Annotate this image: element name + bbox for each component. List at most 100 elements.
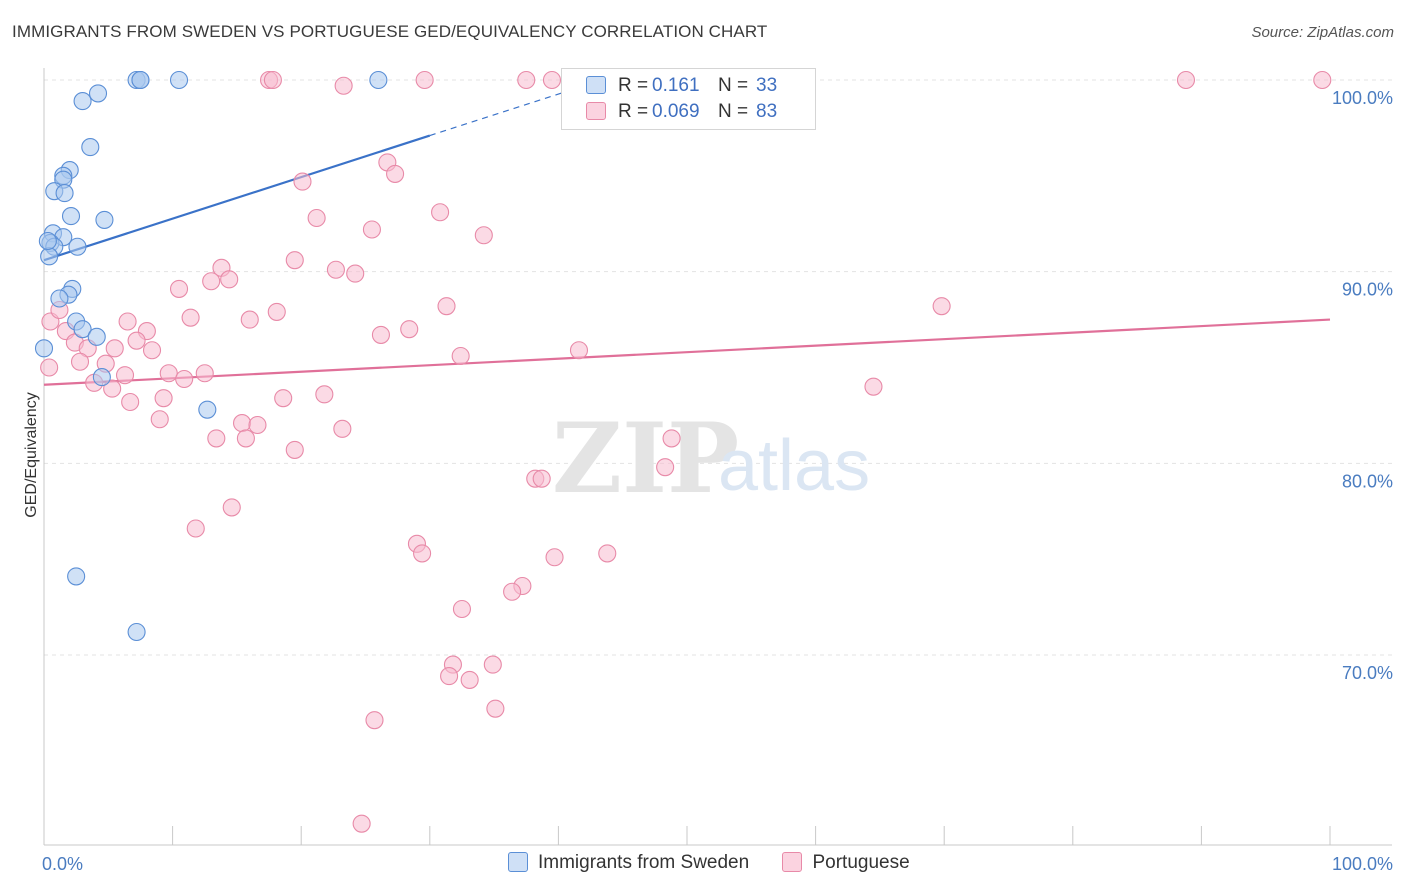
point-portuguese xyxy=(326,260,345,279)
point-portuguese xyxy=(118,312,137,331)
legend-row-sweden: R = 0.161 N = 33 xyxy=(586,75,777,101)
axes xyxy=(43,68,1392,846)
y-tick-label: 90.0% xyxy=(1342,280,1393,300)
chart-source: Source: ZipAtlas.com xyxy=(1251,24,1394,41)
point-portuguese xyxy=(115,366,135,385)
trend-line-portuguese xyxy=(43,318,1331,386)
point-sweden xyxy=(50,289,69,308)
point-sweden xyxy=(92,368,111,387)
correlation-legend: R = 0.161 N = 33 R = 0.069 N = 83 xyxy=(561,68,816,130)
point-portuguese xyxy=(70,352,90,371)
watermark: ZIP atlas xyxy=(552,402,870,515)
point-sweden xyxy=(87,327,106,346)
legend-item-portuguese[interactable]: Portuguese xyxy=(782,852,910,874)
point-portuguese xyxy=(346,264,365,283)
point-sweden xyxy=(73,92,92,111)
point-portuguese xyxy=(503,582,522,601)
grid-lines xyxy=(44,79,1392,656)
x-tick-label-max: 100.0% xyxy=(1332,854,1393,874)
point-portuguese xyxy=(662,429,681,448)
point-portuguese xyxy=(1313,70,1332,90)
point-portuguese xyxy=(150,410,169,429)
legend-label-sweden: Immigrants from Sweden xyxy=(538,852,750,873)
point-portuguese xyxy=(307,208,326,228)
point-portuguese xyxy=(315,385,334,404)
point-sweden xyxy=(61,207,81,226)
legend-r-label: R = xyxy=(618,75,649,96)
point-portuguese xyxy=(333,419,352,438)
legend-swatch-portuguese xyxy=(782,852,803,872)
trend-line-sweden-extension xyxy=(429,85,585,137)
point-portuguese xyxy=(1176,70,1196,90)
point-portuguese xyxy=(248,415,267,435)
point-sweden xyxy=(131,70,150,90)
point-portuguese xyxy=(127,331,146,350)
legend-n-label: N = xyxy=(718,101,749,122)
point-portuguese xyxy=(483,655,502,674)
point-sweden xyxy=(88,84,108,103)
point-portuguese xyxy=(532,469,551,488)
point-portuguese xyxy=(159,364,178,383)
point-portuguese xyxy=(386,164,405,183)
point-portuguese xyxy=(932,297,951,316)
legend-label-portuguese: Portuguese xyxy=(812,852,910,873)
point-portuguese xyxy=(437,297,456,316)
point-portuguese xyxy=(263,70,282,90)
legend-n-value-sweden: 33 xyxy=(756,75,778,96)
point-portuguese xyxy=(400,320,419,339)
trend-lines xyxy=(43,85,1331,386)
point-sweden xyxy=(67,567,86,586)
point-portuguese xyxy=(103,379,122,398)
point-sweden xyxy=(127,622,146,642)
x-tick-label-min: 0.0% xyxy=(42,854,83,874)
y-tick-label: 70.0% xyxy=(1342,663,1393,683)
point-portuguese xyxy=(542,70,562,90)
legend-r-value-portuguese: 0.069 xyxy=(652,101,700,122)
point-portuguese xyxy=(202,272,221,291)
legend-n-label: N = xyxy=(718,75,749,96)
point-portuguese xyxy=(517,70,536,90)
point-portuguese xyxy=(474,226,493,245)
point-portuguese xyxy=(451,346,470,366)
point-portuguese xyxy=(285,251,304,270)
legend-item-sweden[interactable]: Immigrants from Sweden xyxy=(508,852,749,874)
point-portuguese xyxy=(598,544,617,563)
point-portuguese xyxy=(365,711,384,730)
point-portuguese xyxy=(413,544,432,563)
y-axis-label: GED/Equivalency xyxy=(23,392,40,517)
point-portuguese xyxy=(864,377,883,396)
point-portuguese xyxy=(440,667,459,686)
point-portuguese xyxy=(40,358,59,377)
point-portuguese xyxy=(175,369,194,389)
point-portuguese xyxy=(195,364,214,383)
chart-title: IMMIGRANTS FROM SWEDEN VS PORTUGUESE GED… xyxy=(12,22,768,41)
point-portuguese xyxy=(240,310,259,329)
point-portuguese xyxy=(352,814,371,833)
point-portuguese xyxy=(154,389,173,408)
point-portuguese xyxy=(545,548,564,567)
series-portuguese-points xyxy=(40,70,1332,833)
point-sweden xyxy=(369,70,388,90)
legend-n-value-portuguese: 83 xyxy=(756,101,778,122)
point-portuguese xyxy=(334,76,353,95)
point-sweden xyxy=(55,184,74,203)
point-portuguese xyxy=(232,414,252,433)
watermark-zip: ZIP xyxy=(552,402,739,515)
tick-labels: 100.0% 90.0% 80.0% 70.0% 0.0% 100.0% xyxy=(42,88,1393,874)
point-portuguese xyxy=(431,203,450,222)
point-portuguese xyxy=(569,341,589,360)
watermark-atlas: atlas xyxy=(718,426,870,506)
y-tick-label: 100.0% xyxy=(1332,88,1393,108)
legend-swatch-sweden xyxy=(586,76,606,94)
point-portuguese xyxy=(460,670,479,689)
point-sweden xyxy=(95,210,114,229)
legend-swatch-portuguese xyxy=(586,102,606,120)
point-portuguese xyxy=(169,279,189,298)
point-portuguese xyxy=(121,392,140,412)
point-sweden xyxy=(73,320,92,339)
legend-row-portuguese: R = 0.069 N = 83 xyxy=(586,101,777,127)
point-portuguese xyxy=(486,699,505,718)
y-tick-label: 80.0% xyxy=(1342,471,1393,491)
point-sweden xyxy=(68,237,87,256)
